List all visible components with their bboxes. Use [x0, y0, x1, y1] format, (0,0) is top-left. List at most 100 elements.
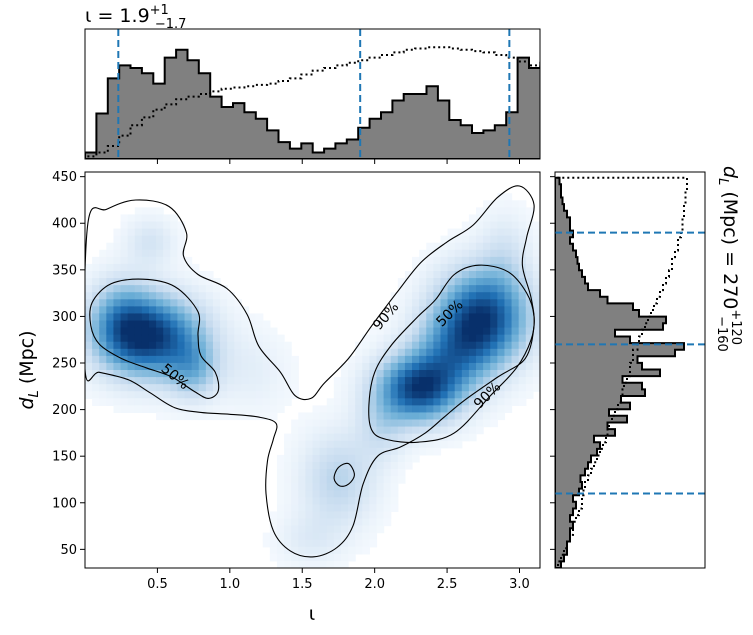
heatmap-cell [120, 362, 129, 371]
heatmap-cell [362, 426, 370, 435]
heatmap-cell [234, 370, 243, 378]
heatmap-cell [291, 362, 299, 371]
heatmap-cell [198, 285, 207, 293]
heatmap-cell [383, 391, 392, 399]
heatmap-cell [99, 306, 107, 315]
heatmap-cell [419, 405, 427, 414]
heatmap-cell [141, 214, 150, 223]
heatmap-cell [227, 362, 235, 371]
heatmap-cell [305, 469, 314, 477]
heatmap-cell [355, 370, 363, 378]
heatmap-cell [404, 370, 413, 378]
heatmap-cell [483, 299, 491, 307]
heatmap-cell [390, 440, 399, 449]
y-tick-label: 300 [52, 310, 77, 325]
heatmap-cell [156, 313, 164, 322]
heatmap-cell [461, 278, 470, 286]
heatmap-cell [269, 532, 278, 541]
heatmap-cell [220, 355, 228, 364]
heatmap-cell [305, 553, 314, 562]
heatmap-cell [170, 292, 179, 300]
heatmap-cell [177, 370, 186, 378]
heatmap-cell [497, 412, 506, 421]
heatmap-cell [141, 278, 150, 286]
heatmap-cell [326, 440, 335, 449]
heatmap-cell [156, 299, 164, 307]
heatmap-cell [504, 320, 513, 329]
heatmap-cell [468, 348, 477, 357]
heatmap-cell [454, 249, 463, 258]
heatmap-cell [241, 355, 250, 364]
heatmap-cell [476, 306, 484, 315]
heatmap-cell [333, 398, 342, 406]
heatmap-cell [248, 341, 257, 350]
heatmap-cell [511, 384, 520, 392]
heatmap-cell [497, 214, 506, 223]
heatmap-cell [134, 355, 143, 364]
heatmap-cell [312, 405, 321, 414]
heatmap-cell [355, 504, 363, 513]
heatmap-cell [319, 405, 328, 414]
heatmap-cell [184, 285, 193, 293]
heatmap-cell [476, 348, 484, 357]
heatmap-cell [454, 384, 463, 392]
heatmap-cell [532, 228, 540, 237]
heatmap-cell [426, 426, 434, 435]
heatmap-cell [362, 483, 370, 491]
heatmap-cell [504, 214, 513, 223]
heatmap-cell [106, 398, 115, 406]
heatmap-cell [532, 242, 540, 251]
heatmap-cell [362, 412, 370, 421]
heatmap-cell [333, 525, 342, 534]
heatmap-cell [184, 299, 193, 307]
heatmap-cell [284, 398, 292, 406]
heatmap-cell [511, 278, 520, 286]
heatmap-cell [163, 256, 171, 265]
heatmap-cell [262, 391, 271, 399]
heatmap-cell [92, 362, 100, 371]
heatmap-cell [440, 320, 449, 329]
heatmap-cell [85, 384, 93, 392]
heatmap-cell [85, 355, 93, 364]
heatmap-cell [134, 391, 143, 399]
heatmap-cell [433, 433, 442, 442]
heatmap-cell [291, 560, 299, 568]
heatmap-cell [376, 497, 385, 505]
heatmap-cell [483, 327, 491, 336]
heatmap-cell [127, 221, 136, 230]
heatmap-cell [511, 341, 520, 350]
heatmap-cell [92, 299, 100, 307]
heatmap-cell [483, 341, 491, 350]
heatmap-cell [141, 355, 150, 364]
heatmap-cell [426, 299, 434, 307]
heatmap-cell [419, 271, 427, 279]
heatmap-cell [241, 398, 250, 406]
heatmap-cell [461, 285, 470, 293]
heatmap-cell [198, 362, 207, 371]
heatmap-cell [511, 299, 520, 307]
heatmap-cell [312, 504, 321, 513]
heatmap-cell [326, 476, 335, 484]
heatmap-cell [447, 228, 456, 237]
heatmap-cell [518, 278, 527, 286]
heatmap-cell [127, 320, 136, 329]
heatmap-cell [483, 221, 491, 230]
heatmap-cell [120, 341, 129, 350]
heatmap-cell [156, 398, 164, 406]
heatmap-cell [340, 405, 349, 414]
heatmap-cell [404, 341, 413, 350]
heatmap-cell [433, 292, 442, 300]
heatmap-cell [433, 313, 442, 322]
heatmap-cell [326, 504, 335, 513]
heatmap-cell [383, 419, 392, 428]
heatmap-cell [383, 483, 392, 491]
heatmap-cell [85, 306, 93, 315]
heatmap-cell [276, 546, 285, 555]
heatmap-cell [483, 200, 491, 208]
heatmap-cell [532, 299, 540, 307]
heatmap-cell [305, 412, 314, 421]
heatmap-cell [333, 454, 342, 463]
heatmap-cell [369, 391, 378, 399]
heatmap-cell [504, 334, 513, 343]
heatmap-cell [376, 490, 385, 498]
